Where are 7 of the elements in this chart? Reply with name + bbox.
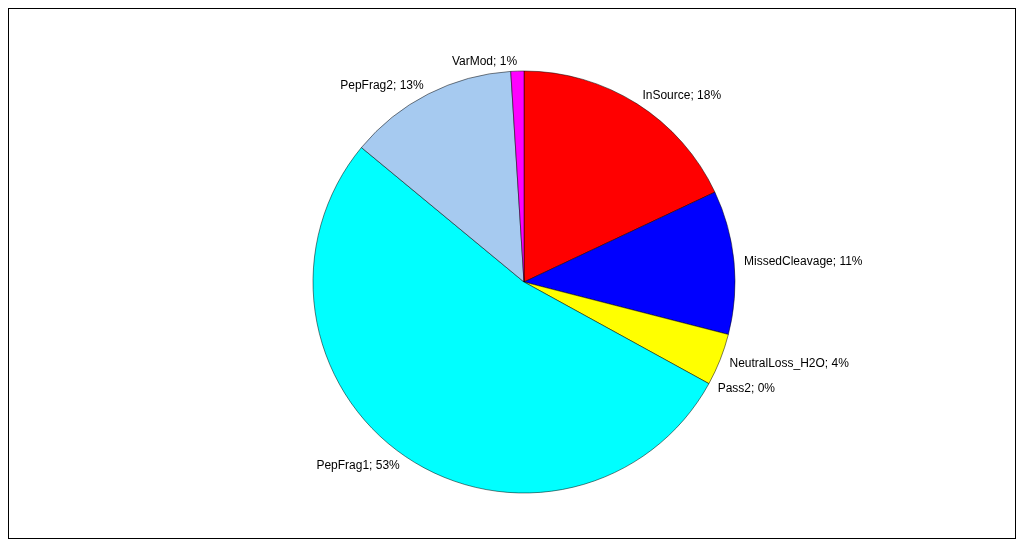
slice-label: VarMod; 1%: [451, 54, 518, 69]
slice-label: PepFrag1; 53%: [316, 457, 401, 472]
slice-label: PepFrag2; 13%: [340, 78, 424, 93]
slice-label: MissedCleavage; 11%: [744, 254, 863, 269]
slice-label: InSource; 18%: [642, 88, 722, 103]
slice-label: NeutralLoss_H2O; 4%: [729, 356, 850, 371]
category-label: Pass2; 0%: [717, 381, 776, 396]
